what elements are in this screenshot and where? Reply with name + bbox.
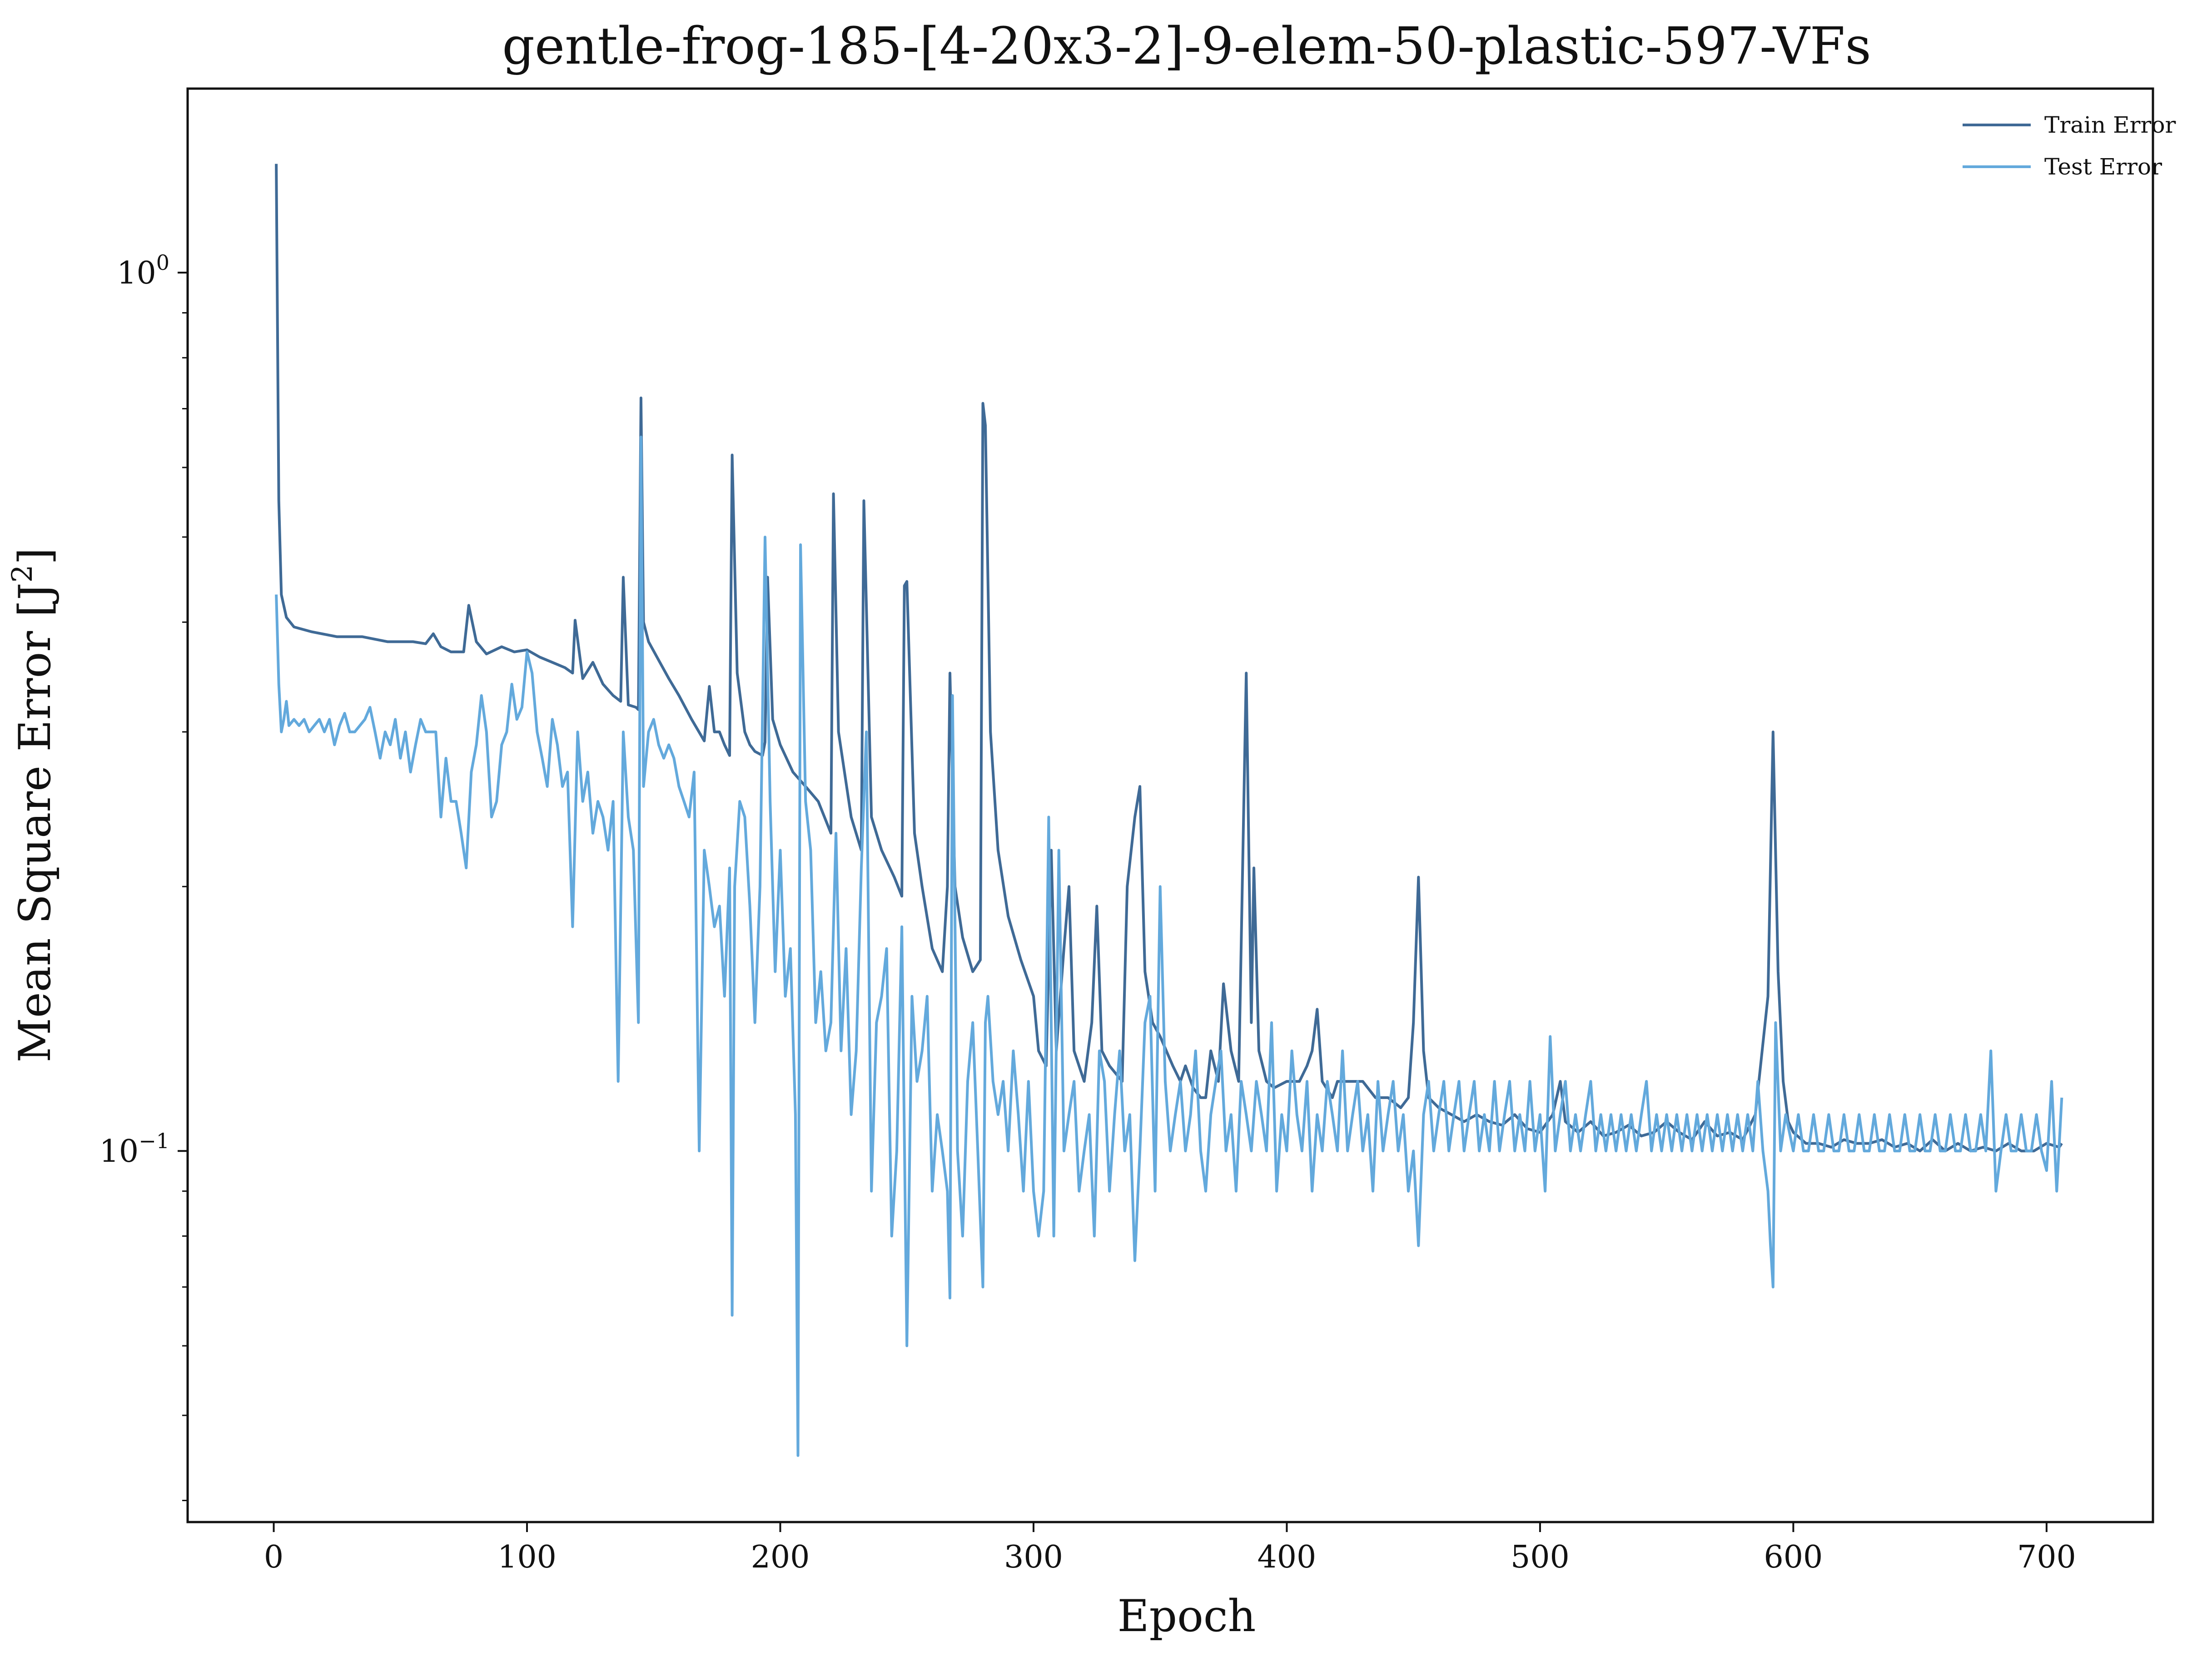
chart-title: gentle-frog-185-[4-20x3-2]-9-elem-50-pla… <box>502 17 1871 76</box>
series-line-test-error <box>275 435 2063 1457</box>
series-line-train-error <box>275 164 2063 1153</box>
y-axis-label-superscript: 2 <box>5 565 39 582</box>
y-tick-label: 10−1 <box>99 1129 169 1169</box>
x-tick-label: 0 <box>264 1539 283 1575</box>
y-axis-label: Mean Square Error [J2] <box>5 547 60 1062</box>
x-axis-label: Epoch <box>1118 1591 1256 1642</box>
x-tick-label: 200 <box>751 1539 810 1575</box>
x-tick-label: 500 <box>1511 1539 1570 1575</box>
x-axis: 0 100 200 300 400 500 600 700 <box>264 1522 2076 1575</box>
y-axis-label-tail: ] <box>10 547 60 564</box>
series-layer <box>275 164 2063 1457</box>
y-tick-label: 100 <box>117 250 169 291</box>
legend: Train Error Test Error <box>1963 112 2176 180</box>
legend-label: Test Error <box>2044 154 2162 180</box>
x-tick-label: 600 <box>1764 1539 1823 1575</box>
x-tick-label: 100 <box>497 1539 557 1575</box>
x-tick-label: 300 <box>1004 1539 1063 1575</box>
x-tick-label: 700 <box>2017 1539 2076 1575</box>
x-tick-label: 400 <box>1258 1539 1317 1575</box>
y-axis: 100 10−1 <box>99 250 188 1502</box>
legend-label: Train Error <box>2044 112 2176 138</box>
plot-area-frame <box>186 87 2154 1523</box>
y-axis-label-base: Mean Square Error [J <box>10 582 60 1062</box>
